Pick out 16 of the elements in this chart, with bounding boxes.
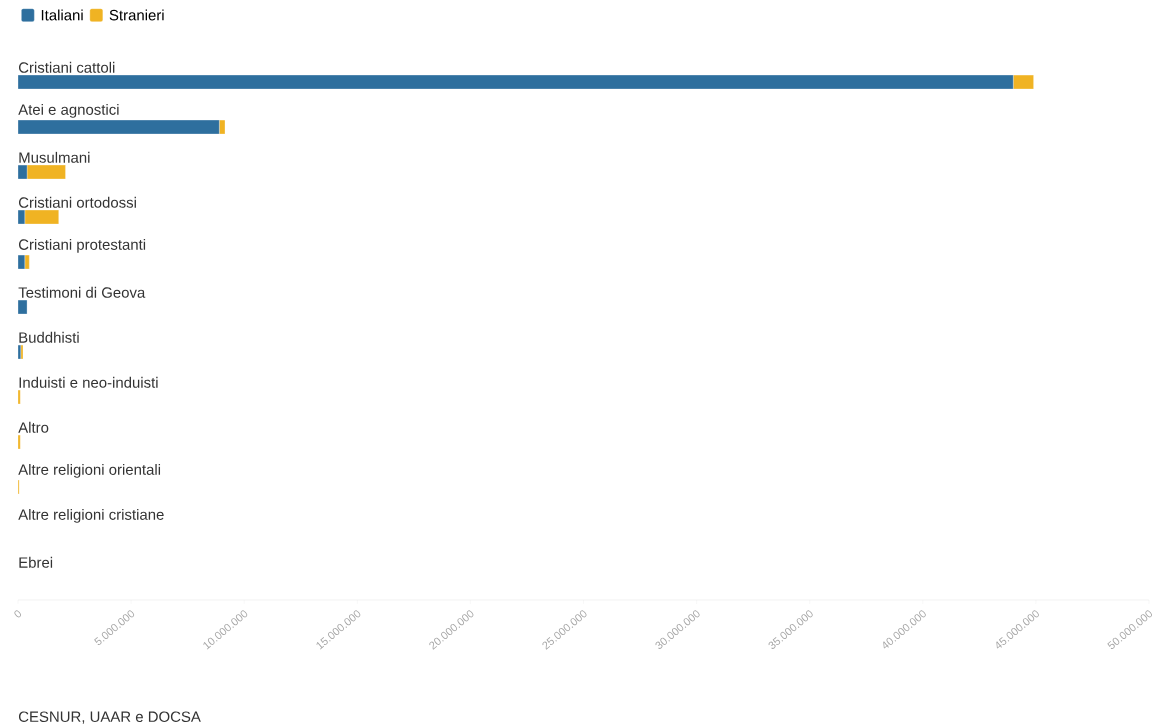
y-tick-label: Buddhisti — [19, 331, 79, 343]
y-tick-label: Ebrei — [19, 556, 53, 568]
legend-label: Italiani — [41, 9, 83, 21]
y-tick-label: Altre religioni orientali — [18, 463, 161, 478]
y-tick-label: Atei e agnostici — [18, 103, 119, 118]
y-tick-label: Altre religioni cristiane — [18, 508, 164, 523]
text: CESNUR, UAAR e DOCSA — [18, 711, 201, 724]
y-tick-label: Altro — [18, 421, 49, 433]
y-tick-label: Cristiani protestanti — [18, 238, 146, 253]
y-tick-label: Cristiani ortodossi — [18, 196, 136, 208]
y-tick-label: Induisti e neo-induisti — [19, 376, 158, 388]
y-tick-label: Testimoni di Geova — [18, 286, 146, 298]
y-tick-label: Musulmani — [19, 151, 90, 163]
x-tick-label: 0 — [14, 610, 22, 618]
legend-label: Stranieri — [109, 9, 164, 21]
y-tick-label: Cristiani cattoli — [18, 61, 115, 73]
